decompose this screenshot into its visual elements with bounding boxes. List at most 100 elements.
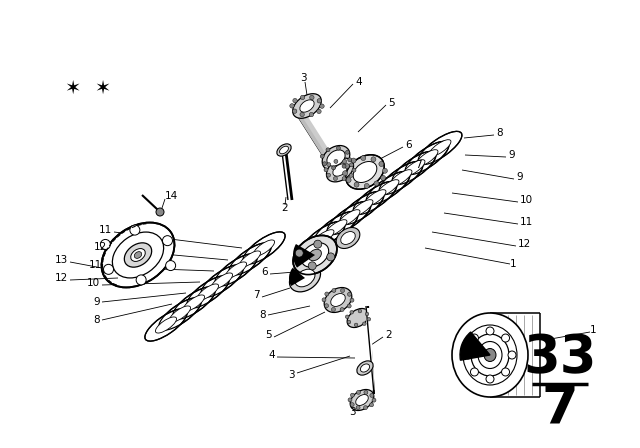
Circle shape <box>325 292 329 296</box>
Circle shape <box>308 262 316 270</box>
Circle shape <box>337 146 340 150</box>
Text: 11: 11 <box>89 260 102 270</box>
Circle shape <box>320 104 324 108</box>
Circle shape <box>342 171 348 176</box>
Ellipse shape <box>159 298 201 330</box>
Text: ✶  ✶: ✶ ✶ <box>65 78 111 98</box>
Text: 9: 9 <box>508 150 515 160</box>
Circle shape <box>381 176 386 181</box>
Ellipse shape <box>403 159 425 177</box>
Ellipse shape <box>312 230 334 246</box>
Text: 3: 3 <box>300 73 307 83</box>
Ellipse shape <box>346 155 384 189</box>
Circle shape <box>346 315 349 319</box>
Ellipse shape <box>390 170 412 186</box>
Circle shape <box>347 320 351 324</box>
Ellipse shape <box>353 181 397 215</box>
Ellipse shape <box>225 262 246 278</box>
Circle shape <box>362 322 366 326</box>
Ellipse shape <box>293 235 337 275</box>
Text: 11: 11 <box>520 217 533 227</box>
Circle shape <box>334 159 338 164</box>
Ellipse shape <box>357 361 373 375</box>
Circle shape <box>326 148 330 152</box>
Ellipse shape <box>300 100 314 112</box>
Circle shape <box>361 155 365 160</box>
Circle shape <box>310 95 314 100</box>
Circle shape <box>502 334 509 342</box>
Ellipse shape <box>338 210 360 226</box>
Text: 9: 9 <box>93 297 100 307</box>
Text: 10: 10 <box>520 195 533 205</box>
Text: 7: 7 <box>253 290 260 300</box>
Circle shape <box>351 393 355 397</box>
Circle shape <box>292 109 297 113</box>
Circle shape <box>342 164 346 168</box>
Ellipse shape <box>340 232 355 245</box>
Circle shape <box>358 309 362 313</box>
Circle shape <box>300 95 305 99</box>
Ellipse shape <box>145 309 187 341</box>
Ellipse shape <box>418 131 462 164</box>
Circle shape <box>320 154 324 158</box>
Circle shape <box>295 249 303 257</box>
Circle shape <box>356 405 360 409</box>
Ellipse shape <box>156 317 177 333</box>
Ellipse shape <box>243 232 285 264</box>
Ellipse shape <box>253 240 275 256</box>
Ellipse shape <box>113 232 164 278</box>
Circle shape <box>340 289 344 293</box>
Circle shape <box>470 334 479 342</box>
Text: 2: 2 <box>282 203 288 213</box>
Text: 12: 12 <box>55 273 68 283</box>
Ellipse shape <box>184 295 205 311</box>
Circle shape <box>351 158 356 163</box>
Text: 7: 7 <box>415 160 422 170</box>
Ellipse shape <box>239 251 260 267</box>
Circle shape <box>317 109 321 114</box>
Circle shape <box>364 391 368 394</box>
Circle shape <box>486 375 494 383</box>
Ellipse shape <box>325 220 347 236</box>
Ellipse shape <box>198 284 218 300</box>
Circle shape <box>104 264 113 274</box>
Ellipse shape <box>471 334 509 376</box>
Ellipse shape <box>360 364 369 372</box>
Circle shape <box>470 368 479 376</box>
Text: 14: 14 <box>165 191 179 201</box>
Wedge shape <box>289 268 305 286</box>
Circle shape <box>370 393 374 397</box>
Text: 5: 5 <box>388 98 395 108</box>
Text: 6: 6 <box>405 140 412 150</box>
Circle shape <box>502 368 509 376</box>
Ellipse shape <box>350 389 374 410</box>
Text: 11: 11 <box>99 225 112 235</box>
Text: 33: 33 <box>524 332 596 384</box>
Circle shape <box>356 390 360 394</box>
Ellipse shape <box>326 158 353 182</box>
Circle shape <box>332 289 336 293</box>
Ellipse shape <box>452 313 528 397</box>
Ellipse shape <box>215 254 257 286</box>
Ellipse shape <box>356 395 368 405</box>
Circle shape <box>340 308 344 311</box>
Ellipse shape <box>347 309 369 327</box>
Text: 12: 12 <box>518 239 531 249</box>
Ellipse shape <box>379 161 423 194</box>
Circle shape <box>350 298 354 302</box>
Circle shape <box>309 112 314 117</box>
Ellipse shape <box>277 144 291 156</box>
Circle shape <box>163 236 173 246</box>
Ellipse shape <box>201 265 243 297</box>
Circle shape <box>348 292 351 296</box>
Ellipse shape <box>353 162 377 182</box>
Circle shape <box>300 112 304 117</box>
Circle shape <box>136 275 146 285</box>
Text: 7: 7 <box>541 382 579 434</box>
Text: 1: 1 <box>510 259 516 269</box>
Text: 3: 3 <box>349 407 355 417</box>
Ellipse shape <box>295 269 315 287</box>
Ellipse shape <box>292 94 321 118</box>
Circle shape <box>156 208 164 216</box>
Circle shape <box>342 177 346 181</box>
